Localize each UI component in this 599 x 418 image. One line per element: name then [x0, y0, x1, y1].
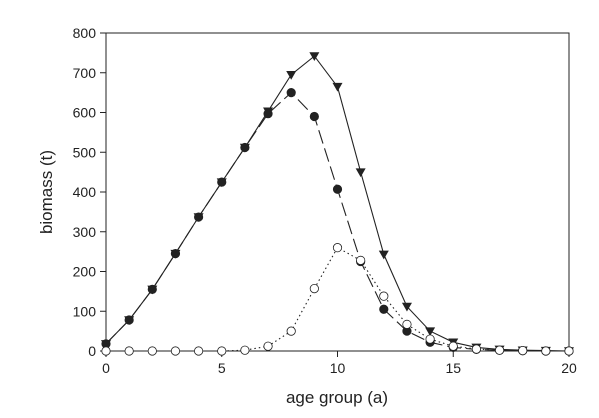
data-point [217, 177, 227, 187]
x-tick-label: 0 [102, 360, 110, 376]
data-point [541, 346, 551, 356]
data-point [263, 109, 273, 119]
y-tick-label: 300 [73, 224, 97, 240]
data-point [401, 302, 412, 312]
data-point [425, 327, 436, 337]
data-point [217, 346, 227, 356]
y-tick-label: 800 [73, 25, 97, 41]
data-point [194, 212, 204, 222]
y-tick-label: 700 [73, 65, 97, 81]
series-3-line [106, 246, 569, 352]
x-axis-title: age group (a) [286, 388, 388, 407]
data-point [564, 346, 574, 356]
data-point [425, 334, 435, 344]
data-point [124, 346, 134, 356]
data-point [402, 319, 412, 329]
data-point [147, 346, 157, 356]
y-tick-label: 100 [73, 303, 97, 319]
data-point [355, 168, 366, 178]
series-1-line [105, 55, 570, 352]
x-tick-label: 15 [445, 360, 461, 376]
data-point [471, 344, 481, 354]
y-axis: 0 100 200 300 400 500 600 700 800 [73, 25, 106, 359]
data-point [518, 346, 528, 356]
data-point [309, 52, 320, 62]
x-axis: 0 5 10 15 20 [102, 351, 577, 376]
data-point [147, 284, 157, 294]
x-tick-label: 5 [218, 360, 226, 376]
data-point [378, 250, 389, 260]
series-2 [101, 88, 574, 356]
data-point [101, 346, 111, 356]
data-point [494, 345, 505, 355]
data-point [240, 345, 250, 355]
series-1 [101, 52, 574, 356]
data-point [240, 142, 250, 153]
data-point [356, 255, 366, 265]
y-tick-label: 400 [73, 184, 97, 200]
data-point [309, 283, 319, 294]
data-point [194, 346, 204, 356]
data-point [170, 249, 181, 259]
y-tick-label: 200 [73, 264, 97, 280]
data-point [379, 291, 389, 301]
data-point [379, 304, 389, 314]
data-point [170, 346, 181, 356]
data-point [448, 341, 458, 351]
data-point [332, 243, 343, 253]
data-point [332, 184, 343, 194]
data-point [309, 111, 319, 122]
y-tick-label: 0 [88, 343, 96, 359]
data-point [263, 341, 273, 351]
series-2-line [105, 91, 569, 352]
y-tick-label: 500 [73, 144, 97, 160]
data-point [286, 326, 296, 336]
y-axis-title: biomass (t) [37, 150, 56, 234]
data-point [332, 82, 343, 92]
data-point [124, 315, 134, 325]
data-point [286, 70, 297, 80]
series-3 [101, 243, 574, 356]
x-tick-label: 10 [330, 360, 346, 376]
y-tick-label: 600 [73, 105, 97, 121]
series-layer [101, 52, 574, 356]
data-point [286, 88, 296, 98]
x-tick-label: 20 [561, 360, 577, 376]
